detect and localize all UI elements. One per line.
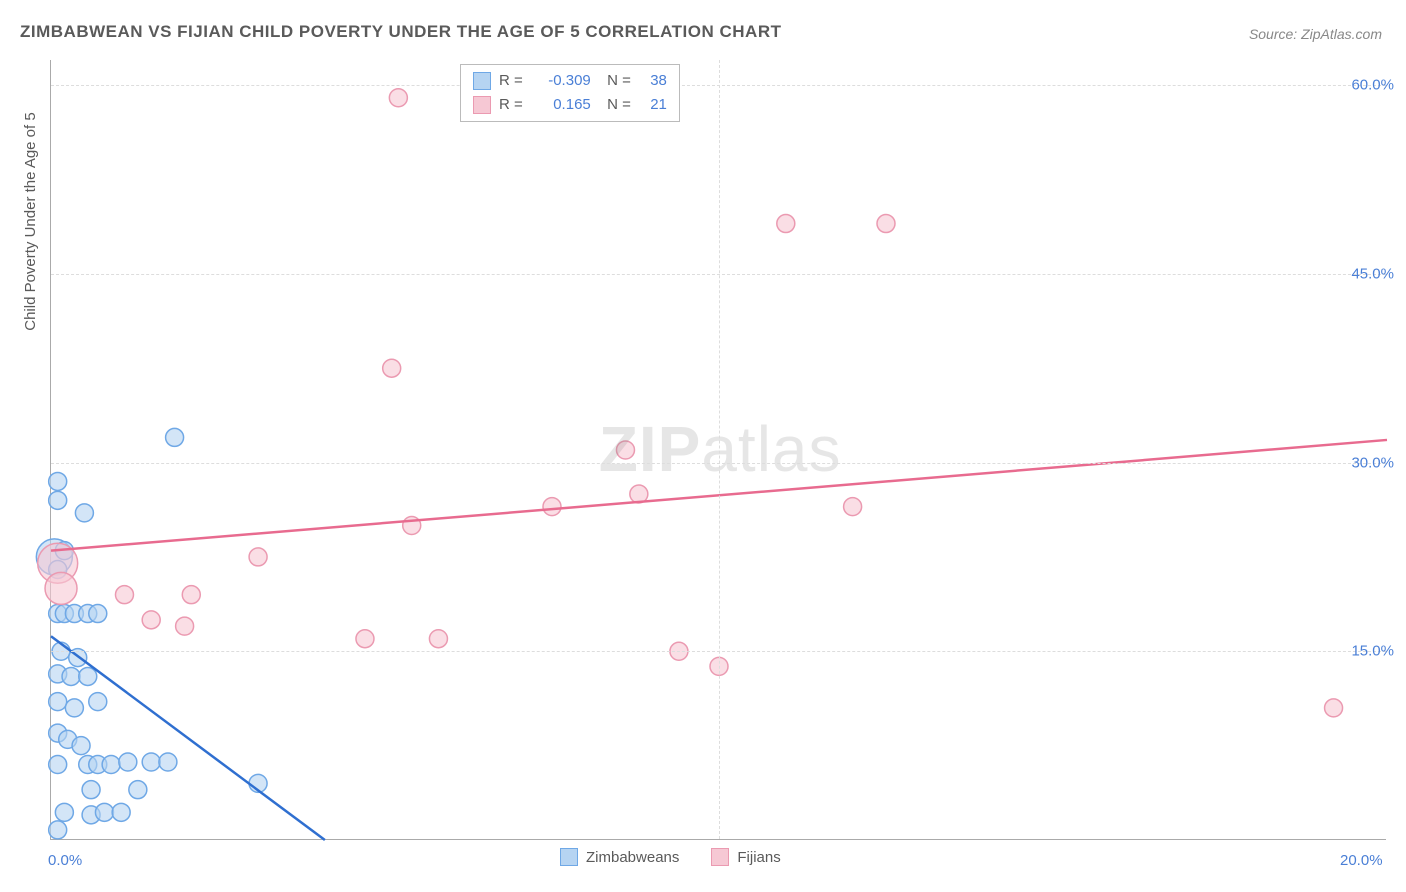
legend-series-item: Zimbabweans [560,848,679,866]
scatter-point [65,699,83,717]
scatter-point [129,781,147,799]
legend-r-key: R = [499,69,523,93]
scatter-point [159,753,177,771]
scatter-point [142,753,160,771]
plot-area: ZIPatlas [50,60,1386,840]
scatter-point [49,821,67,839]
source-attribution: Source: ZipAtlas.com [1249,26,1382,42]
scatter-point [55,803,73,821]
scatter-point [142,611,160,629]
scatter-point [49,693,67,711]
y-axis-label: Child Poverty Under the Age of 5 [22,112,39,330]
y-tick-label: 15.0% [1351,643,1394,660]
legend-swatch [560,848,578,866]
scatter-point [49,472,67,490]
legend-swatch [473,96,491,114]
scatter-point [89,693,107,711]
legend-series-label: Zimbabweans [586,849,679,866]
scatter-point [45,572,77,604]
scatter-point [119,753,137,771]
legend-series-item: Fijians [711,848,780,866]
scatter-point [616,441,634,459]
scatter-point [115,586,133,604]
scatter-point [72,737,90,755]
scatter-point [82,781,100,799]
y-tick-label: 30.0% [1351,454,1394,471]
scatter-point [49,756,67,774]
scatter-point [89,605,107,623]
y-tick-label: 45.0% [1351,265,1394,282]
scatter-point [356,630,374,648]
legend-r-value: 0.165 [531,93,591,117]
legend-stat-row: R = -0.309 N = 38 [473,69,667,93]
watermark-atlas: atlas [701,413,841,485]
scatter-point [389,89,407,107]
scatter-point [249,548,267,566]
gridline-v [719,60,720,839]
scatter-point [877,215,895,233]
scatter-point [112,803,130,821]
watermark-zip: ZIP [599,413,702,485]
chart-title: ZIMBABWEAN VS FIJIAN CHILD POVERTY UNDER… [20,22,782,42]
scatter-point [777,215,795,233]
scatter-point [166,428,184,446]
legend-n-key: N = [599,93,631,117]
scatter-point [75,504,93,522]
legend-n-value: 38 [639,69,667,93]
scatter-point [79,667,97,685]
scatter-point [383,359,401,377]
scatter-chart [51,60,351,210]
legend-r-value: -0.309 [531,69,591,93]
y-tick-label: 60.0% [1351,77,1394,94]
scatter-point [1325,699,1343,717]
series-legend: Zimbabweans Fijians [560,848,781,866]
scatter-point [429,630,447,648]
scatter-point [176,617,194,635]
scatter-point [62,667,80,685]
legend-swatch [711,848,729,866]
scatter-point [49,491,67,509]
scatter-point [543,498,561,516]
legend-n-key: N = [599,69,631,93]
legend-series-label: Fijians [737,849,780,866]
scatter-point [844,498,862,516]
x-tick-max: 20.0% [1340,852,1383,869]
scatter-point [95,803,113,821]
x-tick-min: 0.0% [48,852,82,869]
legend-r-key: R = [499,93,523,117]
legend-swatch [473,72,491,90]
scatter-point [182,586,200,604]
scatter-point [102,756,120,774]
legend-n-value: 21 [639,93,667,117]
legend-stat-row: R = 0.165 N = 21 [473,93,667,117]
correlation-legend: R = -0.309 N = 38R = 0.165 N = 21 [460,64,680,122]
